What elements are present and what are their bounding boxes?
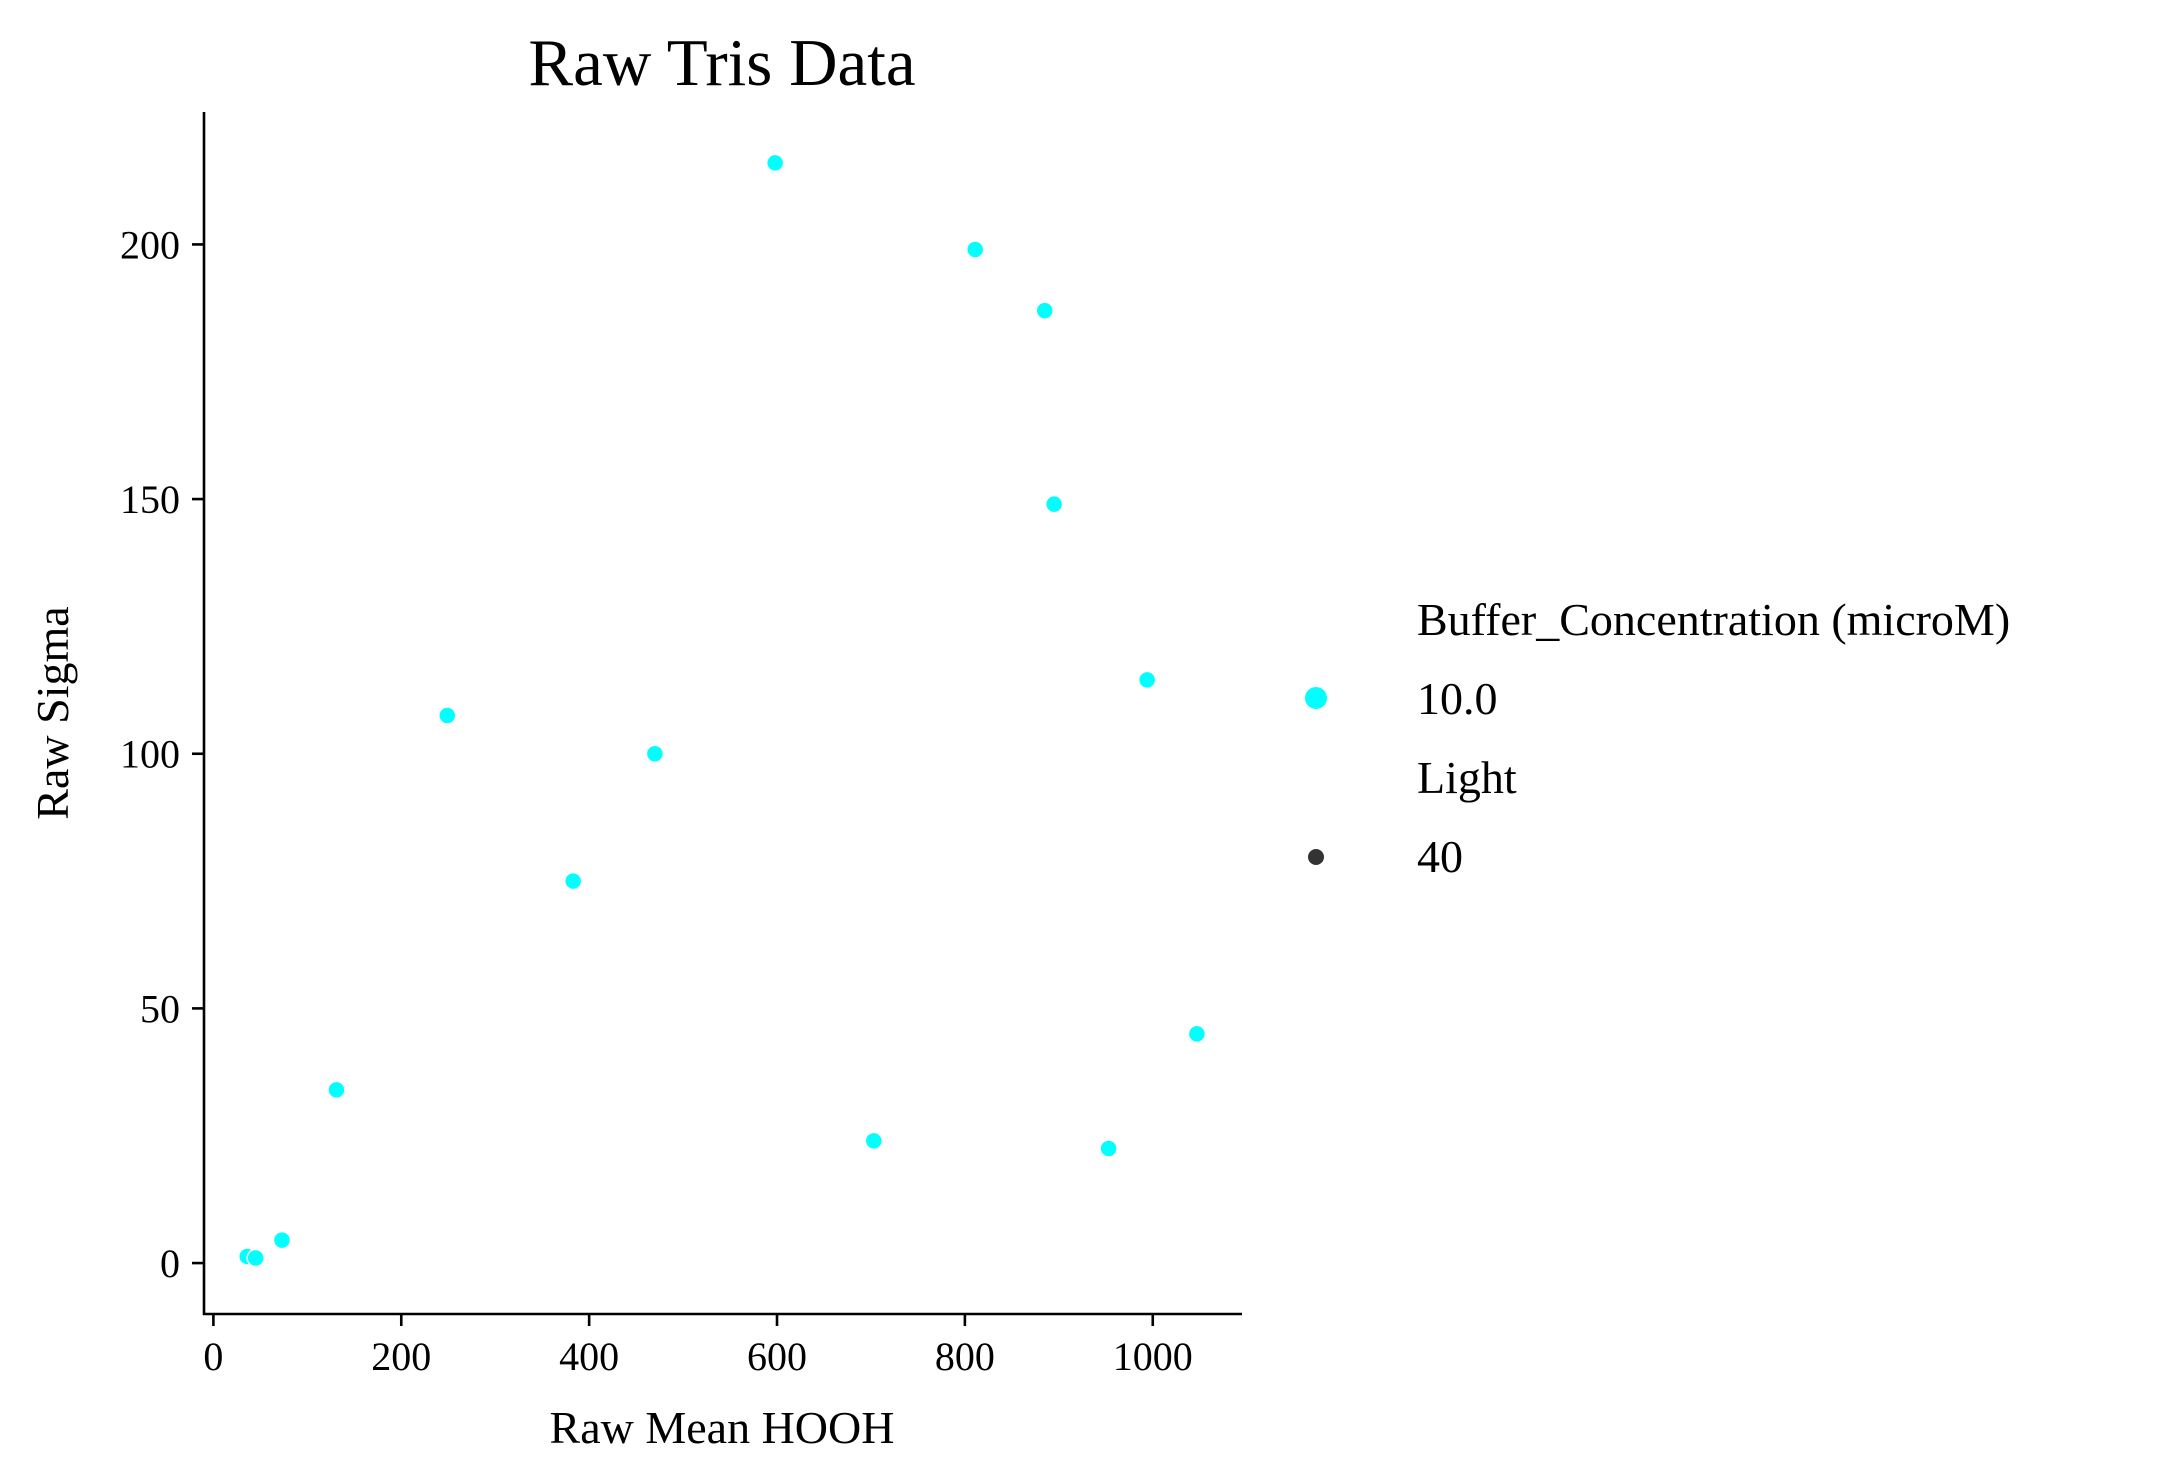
data-point: [1044, 494, 1064, 514]
data-point: [438, 706, 457, 725]
data-point: [272, 1230, 292, 1250]
x-axis-label: Raw Mean HOOH: [550, 1402, 895, 1453]
y-tick-label: 100: [120, 732, 180, 777]
data-point: [864, 1131, 884, 1151]
data-point: [563, 871, 583, 891]
plot-area: 0 200 400 600 800 1000 0 50 100 150 200: [120, 112, 1242, 1379]
data-point: [965, 240, 985, 259]
data-point: [645, 744, 665, 763]
data-point: [1035, 301, 1054, 320]
data-point: [246, 1248, 265, 1268]
legend-size-title: Light: [1417, 752, 1517, 803]
legend-hue-label: 10.0: [1417, 673, 1498, 724]
y-axis-label: Raw Sigma: [27, 606, 78, 819]
x-tick-label: 1000: [1113, 1334, 1193, 1379]
y-tick-label: 150: [120, 477, 180, 522]
y-tick-label: 50: [140, 986, 180, 1031]
x-tick-label: 400: [559, 1334, 619, 1379]
x-tick-label: 0: [203, 1334, 223, 1379]
y-tick-label: 0: [160, 1241, 180, 1286]
legend: Buffer_Concentration (microM) 10.0 Light…: [1305, 594, 2010, 882]
chart-title: Raw Tris Data: [528, 26, 915, 100]
data-point: [1187, 1024, 1207, 1044]
x-tick-label: 800: [935, 1334, 995, 1379]
x-tick-label: 200: [371, 1334, 431, 1379]
scatter-points: [237, 153, 1207, 1268]
x-ticks: 0 200 400 600 800 1000: [203, 1314, 1193, 1379]
legend-hue-title: Buffer_Concentration (microM): [1417, 594, 2010, 645]
legend-size-marker: [1308, 849, 1324, 865]
legend-size-label: 40: [1417, 831, 1463, 882]
y-ticks: 0 50 100 150 200: [120, 222, 204, 1286]
x-tick-label: 600: [747, 1334, 807, 1379]
y-tick-label: 200: [120, 222, 180, 267]
data-point: [1099, 1139, 1118, 1158]
data-point: [1137, 670, 1157, 690]
data-point: [765, 153, 785, 173]
legend-hue-marker: [1305, 687, 1327, 709]
data-point: [327, 1080, 346, 1100]
